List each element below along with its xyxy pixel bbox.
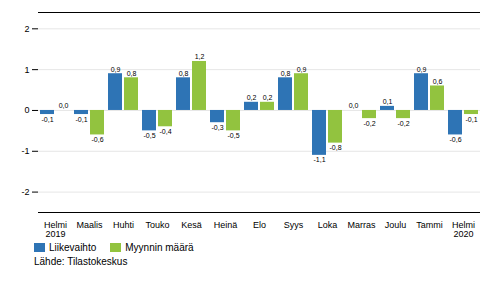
svg-text:Loka: Loka: [318, 220, 338, 230]
svg-text:-0,1: -0,1: [75, 116, 87, 123]
svg-text:-0,8: -0,8: [329, 144, 341, 151]
svg-text:Syys: Syys: [284, 220, 304, 230]
svg-text:0,2: 0,2: [263, 94, 273, 101]
svg-text:-0,2: -0,2: [363, 120, 375, 127]
svg-text:-0,4: -0,4: [159, 128, 171, 135]
svg-text:Heinä: Heinä: [214, 220, 238, 230]
svg-text:Elo: Elo: [253, 220, 266, 230]
svg-text:Kesä: Kesä: [181, 220, 202, 230]
svg-text:-0,6: -0,6: [449, 136, 461, 143]
svg-text:-2: -2: [21, 187, 29, 197]
svg-text:0,0: 0,0: [349, 102, 359, 109]
svg-text:0,8: 0,8: [127, 70, 137, 77]
svg-text:Joulu: Joulu: [385, 220, 407, 230]
svg-text:1,2: 1,2: [195, 53, 205, 60]
svg-text:-0,1: -0,1: [465, 116, 477, 123]
svg-text:-0,1: -0,1: [41, 116, 53, 123]
svg-text:0,6: 0,6: [433, 78, 443, 85]
svg-text:0,9: 0,9: [417, 66, 427, 73]
svg-text:Helmi2020: Helmi2020: [452, 220, 475, 239]
svg-text:Maalis: Maalis: [76, 220, 103, 230]
svg-text:Touko: Touko: [145, 220, 169, 230]
svg-text:0: 0: [24, 105, 29, 115]
html-text:Liikevaihto: Liikevaihto: [49, 242, 97, 253]
svg-text:0,2: 0,2: [247, 94, 257, 101]
svg-text:Helmi2019: Helmi2019: [44, 220, 67, 239]
svg-text:Marras: Marras: [347, 220, 376, 230]
svg-text:-0,6: -0,6: [91, 136, 103, 143]
svg-text:Tammi: Tammi: [416, 220, 443, 230]
svg-text:-0,2: -0,2: [397, 120, 409, 127]
svg-text:Huhti: Huhti: [113, 220, 134, 230]
svg-text:0,9: 0,9: [297, 66, 307, 73]
svg-text:-0,3: -0,3: [211, 124, 223, 131]
svg-text:-1,1: -1,1: [313, 156, 325, 163]
html-text:Myynnin määrä: Myynnin määrä: [125, 242, 194, 253]
html-text:Lähde: Tilastokeskus: Lähde: Tilastokeskus: [34, 256, 128, 267]
svg-text:-0,5: -0,5: [143, 132, 155, 139]
svg-text:-1: -1: [21, 146, 29, 156]
svg-text:-0,5: -0,5: [227, 132, 239, 139]
svg-text:0,8: 0,8: [179, 70, 189, 77]
svg-text:0,8: 0,8: [281, 70, 291, 77]
svg-text:0,1: 0,1: [383, 98, 393, 105]
svg-text:0,0: 0,0: [59, 102, 69, 109]
svg-text:0,9: 0,9: [111, 66, 121, 73]
svg-text:2: 2: [24, 24, 29, 34]
svg-text:1: 1: [24, 65, 29, 75]
